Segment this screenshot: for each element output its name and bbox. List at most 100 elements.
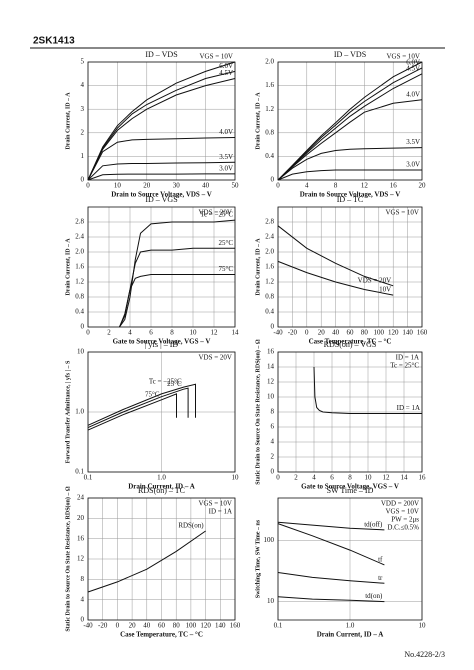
y-tick-label: 1.6	[265, 81, 274, 89]
chart-title: | yfs | – ID	[145, 340, 179, 349]
y-tick-label: 4	[81, 595, 85, 603]
y-tick-label: 20	[77, 514, 85, 522]
curve-label: tf	[378, 556, 383, 564]
curve	[119, 247, 235, 328]
curve-label: 4.5V	[219, 69, 233, 77]
y-tick-label: 0	[81, 176, 85, 184]
condition-note: VDS = 20V	[198, 354, 232, 362]
x-tick-label: 4	[128, 329, 132, 337]
y-axis-label: Drain Current, ID – A	[65, 238, 71, 296]
x-tick-label: 0	[276, 474, 280, 482]
curve-label: Tc = −25°C	[200, 211, 233, 219]
curve	[277, 572, 385, 584]
chart-title: ID – VGS	[145, 195, 177, 204]
curve	[313, 366, 422, 414]
plot-frame	[87, 351, 236, 473]
x-tick-label: 160	[417, 329, 428, 337]
x-tick-label: 10	[232, 474, 240, 482]
x-tick-label: 0	[116, 622, 120, 630]
condition-note: PW = 2μs	[391, 516, 419, 524]
x-tick-label: 30	[173, 182, 181, 190]
curve-label: RDS(on)	[178, 522, 204, 530]
plot-frame	[277, 351, 423, 473]
y-tick-label: 0.4	[265, 308, 274, 316]
chart-title: SW Time – ID	[327, 486, 374, 495]
plot-frame	[87, 206, 236, 328]
x-axis-label: Drain Current, ID – A	[128, 483, 195, 491]
curve-label: 3.5V	[406, 138, 420, 146]
y-axis-label: Drain Current, ID – A	[255, 92, 261, 150]
x-tick-label: 60	[158, 622, 166, 630]
y-tick-label: 0.1	[75, 468, 84, 476]
chart-title: RDS(on) – VGS	[324, 340, 377, 349]
x-tick-label: 20	[318, 329, 326, 337]
curve-label: td(off)	[364, 521, 383, 529]
y-tick-label: 8	[271, 408, 275, 416]
x-tick-label: 60	[347, 329, 355, 337]
curve-label: Tc = −25°C	[149, 378, 182, 386]
part-number: 2SK1413	[33, 36, 75, 47]
y-axis-label: Static Drain to Source On State Resistan…	[254, 339, 261, 485]
x-tick-label: 16	[390, 182, 398, 190]
x-axis-label: Gate to Source Voltage, VGS – V	[301, 483, 399, 491]
x-tick-label: 140	[402, 329, 413, 337]
x-tick-label: 10	[419, 622, 427, 630]
curve	[277, 67, 423, 181]
curve	[277, 73, 423, 181]
curve-label: tr	[378, 574, 383, 582]
x-tick-label: -40	[273, 329, 283, 337]
curve	[119, 219, 236, 328]
y-tick-label: 1.6	[265, 263, 274, 271]
x-tick-label: 20	[419, 182, 427, 190]
condition-note: D.C.≤0.5%	[387, 524, 419, 532]
curve	[87, 161, 236, 181]
y-tick-label: 0.8	[265, 293, 274, 301]
plot-frame	[277, 497, 423, 621]
x-tick-label: 80	[361, 329, 369, 337]
y-tick-label: 4	[271, 438, 275, 446]
curve-label: 10V	[379, 286, 391, 294]
x-tick-label: 10	[114, 182, 122, 190]
x-tick-label: -40	[83, 622, 93, 630]
condition-note: VDD = 200V	[381, 500, 419, 508]
y-tick-label: 1.6	[75, 263, 84, 271]
y-tick-label: 10	[267, 393, 275, 401]
x-tick-label: -20	[98, 622, 108, 630]
x-tick-label: 14	[232, 329, 240, 337]
x-tick-label: 8	[334, 182, 338, 190]
y-tick-label: 12	[77, 555, 85, 563]
y-tick-label: 24	[77, 494, 85, 502]
curve-label: 4.0V	[406, 90, 420, 98]
x-tick-label: 0	[86, 182, 90, 190]
curve-label: 3.5V	[219, 153, 233, 161]
curve	[277, 99, 423, 181]
x-tick-label: 160	[230, 622, 241, 630]
y-tick-label: 14	[267, 363, 275, 371]
x-tick-label: 50	[232, 182, 240, 190]
x-axis-label: Case Temperature, TC – °C	[120, 631, 203, 639]
curve	[87, 530, 206, 593]
x-tick-label: 0	[276, 182, 280, 190]
condition-note: ID = 1A	[209, 508, 232, 516]
x-tick-label: 10	[365, 474, 373, 482]
curve-label: 4.0V	[219, 128, 233, 136]
chart-title: ID – VDS	[334, 50, 366, 59]
y-tick-label: 2.8	[75, 218, 84, 226]
y-axis-label: Forward Transfer Admittance, | yfs | – S	[65, 360, 71, 463]
y-tick-label: 12	[267, 378, 275, 386]
x-tick-label: 0	[86, 329, 90, 337]
curve-label: 75°C	[145, 390, 160, 398]
curve	[277, 169, 422, 181]
x-tick-label: 120	[200, 622, 211, 630]
y-tick-label: 0	[81, 616, 85, 624]
y-tick-label: 16	[267, 348, 275, 356]
y-tick-label: 2	[81, 128, 85, 136]
y-tick-label: 4	[81, 81, 85, 89]
chart-title: ID – TC	[337, 195, 364, 204]
curve	[87, 137, 236, 181]
x-tick-label: 10	[190, 329, 198, 337]
curve	[277, 521, 385, 531]
curve-label: 25°C	[219, 239, 234, 247]
x-axis-label: Gate to Source Voltage, VGS – V	[113, 338, 211, 346]
